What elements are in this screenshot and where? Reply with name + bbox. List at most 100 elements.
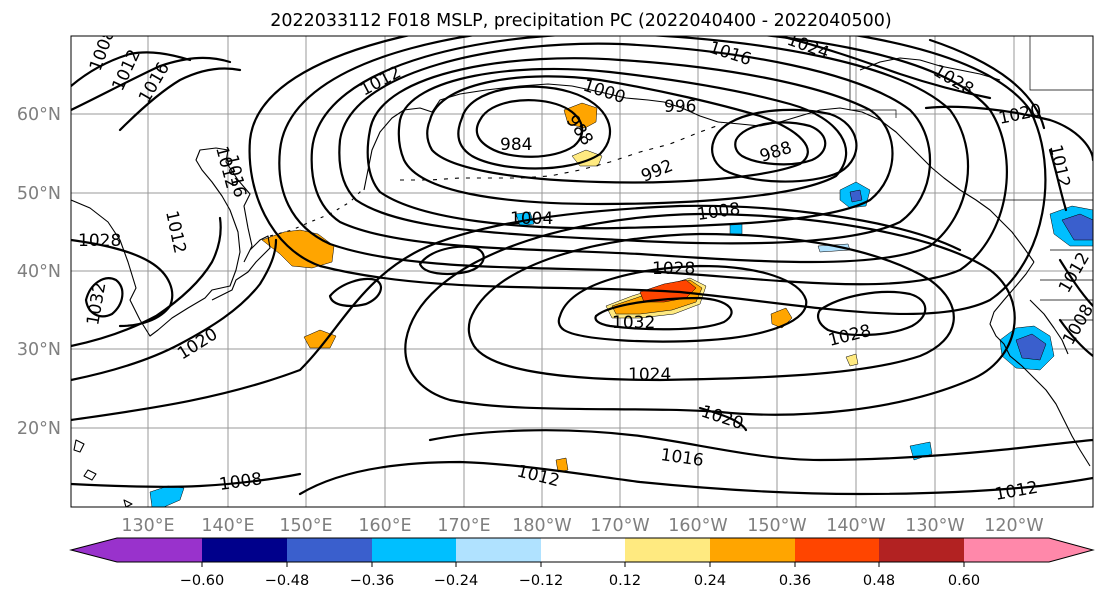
isobar-east-coast-1016: [1058, 258, 1093, 308]
map-frame: [70, 35, 1094, 508]
isobar-east-low: [734, 121, 827, 166]
isobar-1020-main: [404, 212, 1016, 416]
precip-negative-california-core: [1015, 333, 1047, 361]
lon-label: 140°W: [826, 516, 885, 536]
isobar-label: 1032: [612, 313, 655, 333]
colorbar-segment: [372, 538, 456, 562]
isobar-west-1008: [71, 51, 192, 88]
precip-positive-south: [303, 329, 337, 349]
lat-label: 20°N: [17, 419, 61, 439]
latitude-labels: 20°N 30°N 40°N 50°N 60°N: [17, 105, 61, 439]
isobar-1024-main: [467, 232, 955, 382]
coast-japan: [211, 235, 271, 301]
isobar-east-coast-1008: [1058, 318, 1093, 358]
coast-arctic: [859, 57, 1001, 81]
longitude-labels: 130°E 140°E 150°E 160°E 170°E 180°W 170°…: [121, 516, 1043, 536]
colorbar-segment: [879, 538, 964, 562]
isobar-1008: [310, 36, 970, 264]
isobar-1012-south: [298, 460, 1093, 496]
map-area: 1008 1012 1016 1012 1012 1024 1016 1028 …: [71, 36, 1093, 507]
coast-bering: [571, 85, 719, 123]
border-states: [1029, 36, 1093, 321]
colorbar-tick-label: −0.12: [519, 573, 563, 589]
precip-negative-gulf-core: [849, 189, 863, 203]
isobar-1016-main: [71, 204, 962, 422]
coast-tropical-islands: [73, 439, 133, 507]
lon-label: 160°W: [668, 516, 727, 536]
isobar-label: 996: [664, 97, 696, 117]
isobar-1008-south: [71, 472, 302, 488]
isobar-1020-west: [71, 238, 278, 382]
lat-label: 40°N: [17, 262, 61, 282]
colorbar-segment: [625, 538, 710, 562]
border-canada-us: [849, 36, 1093, 281]
isobar-1012: [278, 36, 1008, 286]
precip-negative-coast-core: [1061, 213, 1093, 241]
isobar-1028-west: [71, 238, 174, 328]
lon-label: 120°W: [984, 516, 1043, 536]
isobar-1028-north: [928, 38, 1046, 130]
isobar-1024-west: [71, 216, 222, 348]
coast-westcoast: [989, 261, 1091, 467]
lon-label: 160°E: [358, 516, 411, 536]
isobar-1020-east-south: [698, 406, 748, 432]
isobar-small-high-2: [418, 245, 485, 275]
isobar-label: 1028: [652, 259, 695, 279]
coast-asia-mainland: [71, 147, 253, 337]
lat-label: 30°N: [17, 340, 61, 360]
colorbar-tick-label: −0.48: [265, 573, 309, 589]
lat-label: 50°N: [17, 184, 61, 204]
colorbar-segment: [456, 538, 541, 562]
lon-label: 170°W: [590, 516, 649, 536]
lat-label: 60°N: [17, 105, 61, 125]
colorbar-segment: [710, 538, 795, 562]
colorbar-outline: [69, 537, 1095, 563]
isobar-high-1032: [594, 296, 733, 331]
isobar-1004: [338, 42, 932, 245]
isobar-label: 1004: [510, 209, 553, 229]
isobar-east-low-2: [711, 108, 858, 183]
colorbar-tick-label: −0.24: [434, 573, 478, 589]
isobar-low-988: [457, 85, 612, 170]
isobar-label: 984: [500, 135, 532, 155]
colorbar-segment: [202, 538, 287, 562]
colorbar-extend-high: [1049, 538, 1093, 562]
colorbar: −0.60 −0.48 −0.36 −0.24 −0.12 0.12 0.24 …: [69, 537, 1095, 589]
precip-positive-kuril: [563, 102, 598, 129]
isobar-1032-west: [84, 277, 124, 318]
colorbar-segment: [795, 538, 879, 562]
colorbar-segment: [117, 538, 202, 562]
lon-label: 140°E: [201, 516, 254, 536]
isobar-1016: [248, 36, 1047, 316]
precip-negative-small-2: [729, 223, 743, 235]
precip-positive-small: [555, 457, 569, 473]
isobar-high-1028: [557, 264, 808, 343]
colorbar-ticks: [201, 562, 965, 567]
coast-kuril-dots: [269, 189, 363, 237]
isobar-small-high-1: [328, 277, 383, 307]
isobar-label: 1028: [78, 231, 121, 251]
colorbar-tick-label: −0.36: [350, 573, 394, 589]
colorbar-tick-label: 0.24: [694, 573, 726, 589]
colorbar-extend-low: [71, 538, 117, 562]
isobar-1020-north: [924, 105, 1093, 162]
colorbar-tick-label: 0.48: [863, 573, 895, 589]
colorbar-tick-label: 0.36: [779, 573, 811, 589]
colorbar-tick-label: −0.60: [180, 573, 224, 589]
lon-label: 130°W: [905, 516, 964, 536]
isobar-west-1016: [118, 67, 242, 132]
coast-alaska: [717, 107, 1035, 263]
figure-title: 2022033112 F018 MSLP, precipitation PC (…: [270, 11, 892, 31]
precip-weak-east: [845, 353, 859, 367]
isobar-1000: [366, 57, 894, 230]
lon-label: 180°W: [512, 516, 571, 536]
coast-baja: [1029, 299, 1069, 355]
isobars: [71, 36, 1093, 496]
isobar-west-1012: [71, 56, 232, 112]
colorbar-segment: [964, 538, 1049, 562]
lon-label: 170°E: [437, 516, 490, 536]
isobar-east-coast-1012: [1048, 148, 1068, 212]
lon-label: 150°W: [747, 516, 806, 536]
colorbar-tick-label: 0.60: [948, 573, 980, 589]
